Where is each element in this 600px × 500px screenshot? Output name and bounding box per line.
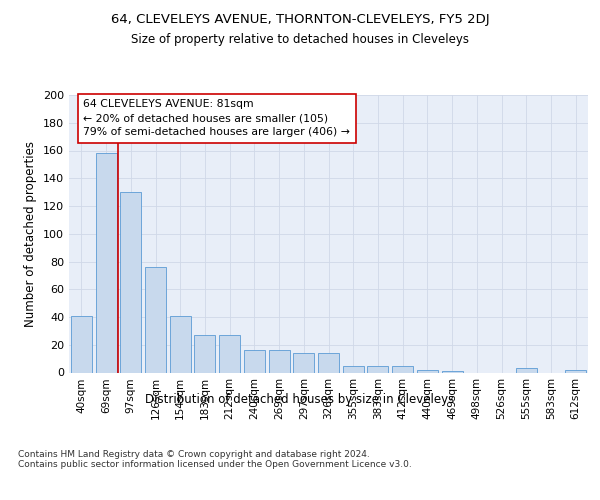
Bar — [244, 350, 265, 372]
Bar — [442, 371, 463, 372]
Text: Size of property relative to detached houses in Cleveleys: Size of property relative to detached ho… — [131, 32, 469, 46]
Bar — [219, 335, 240, 372]
Bar — [343, 366, 364, 372]
Bar — [417, 370, 438, 372]
Bar — [95, 154, 116, 372]
Bar — [120, 192, 141, 372]
Bar — [565, 370, 586, 372]
Bar — [71, 316, 92, 372]
Y-axis label: Number of detached properties: Number of detached properties — [25, 141, 37, 327]
Text: Contains HM Land Registry data © Crown copyright and database right 2024.
Contai: Contains HM Land Registry data © Crown c… — [18, 450, 412, 469]
Bar — [293, 353, 314, 372]
Bar — [516, 368, 537, 372]
Text: 64 CLEVELEYS AVENUE: 81sqm
← 20% of detached houses are smaller (105)
79% of sem: 64 CLEVELEYS AVENUE: 81sqm ← 20% of deta… — [83, 99, 350, 137]
Bar — [145, 267, 166, 372]
Text: 64, CLEVELEYS AVENUE, THORNTON-CLEVELEYS, FY5 2DJ: 64, CLEVELEYS AVENUE, THORNTON-CLEVELEYS… — [110, 12, 490, 26]
Bar — [194, 335, 215, 372]
Text: Distribution of detached houses by size in Cleveleys: Distribution of detached houses by size … — [145, 392, 455, 406]
Bar — [367, 366, 388, 372]
Bar — [318, 353, 339, 372]
Bar — [269, 350, 290, 372]
Bar — [392, 366, 413, 372]
Bar — [170, 316, 191, 372]
